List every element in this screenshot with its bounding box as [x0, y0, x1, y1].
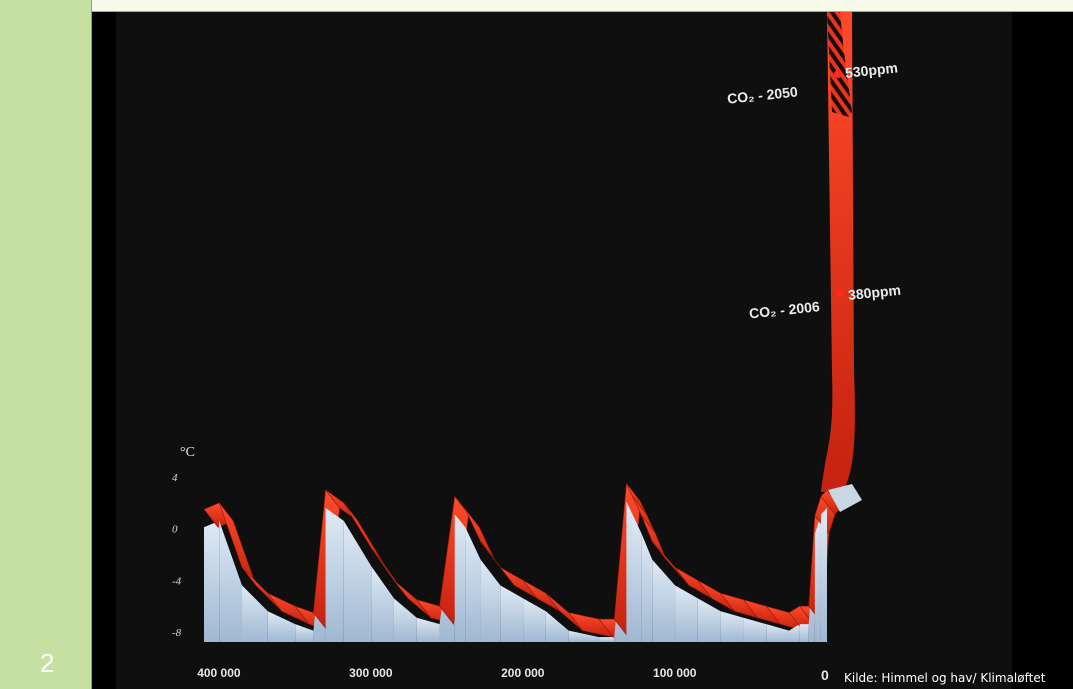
ribbon-side-segment [720, 611, 744, 642]
ribbon-side-segment [814, 514, 821, 642]
ribbon-side-segment [789, 624, 800, 642]
ribbon-side-segment [743, 617, 767, 642]
co2-2050-label: CO₂ - 2050 [726, 83, 798, 106]
ribbon-side-segment [325, 507, 344, 642]
co2-2006-marker [836, 289, 844, 297]
slide-top-band [92, 0, 1073, 12]
temperature-co2-chart: °C 4 0 -4 -8 400 000 300 000 200 000 100… [172, 12, 1046, 685]
ribbon-side-segment [697, 598, 721, 642]
co2-2050-marker [834, 70, 842, 78]
frame-left-edge [92, 12, 116, 689]
ribbon-side-segment [454, 514, 466, 642]
ribbon-side-segment [371, 566, 394, 642]
temperature-ribbon [203, 482, 842, 642]
ribbon-side-segment [480, 559, 501, 642]
frame-right-edge [1012, 12, 1073, 689]
x-tick-label: 100 000 [653, 666, 697, 680]
ribbon-side-segment [500, 585, 524, 642]
co2-projection-hatch [827, 12, 852, 117]
x-tick-label: 400 000 [197, 666, 241, 680]
ribbon-side-segment [393, 598, 417, 642]
co2-rise-ribbon [821, 12, 855, 492]
ribbon-side-segment [675, 585, 698, 642]
co2-2006-label: CO₂ - 2006 [748, 298, 820, 321]
ribbon-side-segment [523, 598, 546, 642]
y-tick-label: -4 [172, 575, 182, 587]
ribbon-end-cap [828, 484, 862, 512]
ribbon-side-segment [626, 501, 633, 642]
ribbon-side-segment [204, 520, 220, 642]
ribbon-side-segment [219, 520, 242, 642]
ribbon-side-segment [652, 559, 676, 642]
co2-2006-value: 380ppm [847, 282, 901, 303]
y-tick-label: 0 [172, 524, 178, 536]
ribbon-side-segment [641, 533, 653, 642]
ribbon-side-segment [599, 637, 615, 642]
ribbon-side-segment [568, 630, 600, 642]
ribbon-side-segment [545, 611, 569, 642]
x-tick-label: 300 000 [349, 666, 393, 680]
ribbon-side-segment [343, 520, 372, 642]
y-tick-label: 4 [172, 472, 178, 484]
ribbon-side-segment [766, 624, 790, 642]
ribbon-side-segment [465, 527, 481, 642]
ribbon-side-segment [820, 507, 827, 642]
co2-2050-value: 530ppm [844, 59, 898, 80]
ribbon-side-segment [267, 611, 296, 642]
x-tick-label: 0 [821, 667, 829, 683]
ribbon-side-segment [416, 617, 440, 642]
ribbon-side-segment [241, 585, 268, 642]
slide-sidebar: 2 [0, 0, 92, 689]
ribbon-side-segment [799, 624, 809, 642]
y-tick-label: -8 [172, 627, 182, 639]
x-tick-label: 200 000 [501, 666, 545, 680]
ribbon-side-segment [632, 514, 642, 642]
ribbon-side-segment [295, 624, 314, 642]
y-unit-label: °C [180, 445, 195, 460]
slide-number: 2 [40, 648, 55, 678]
source-credit: Kilde: Himmel og hav/ Klimaløftet [844, 671, 1046, 685]
chart-panel: °C 4 0 -4 -8 400 000 300 000 200 000 100… [92, 12, 1073, 689]
